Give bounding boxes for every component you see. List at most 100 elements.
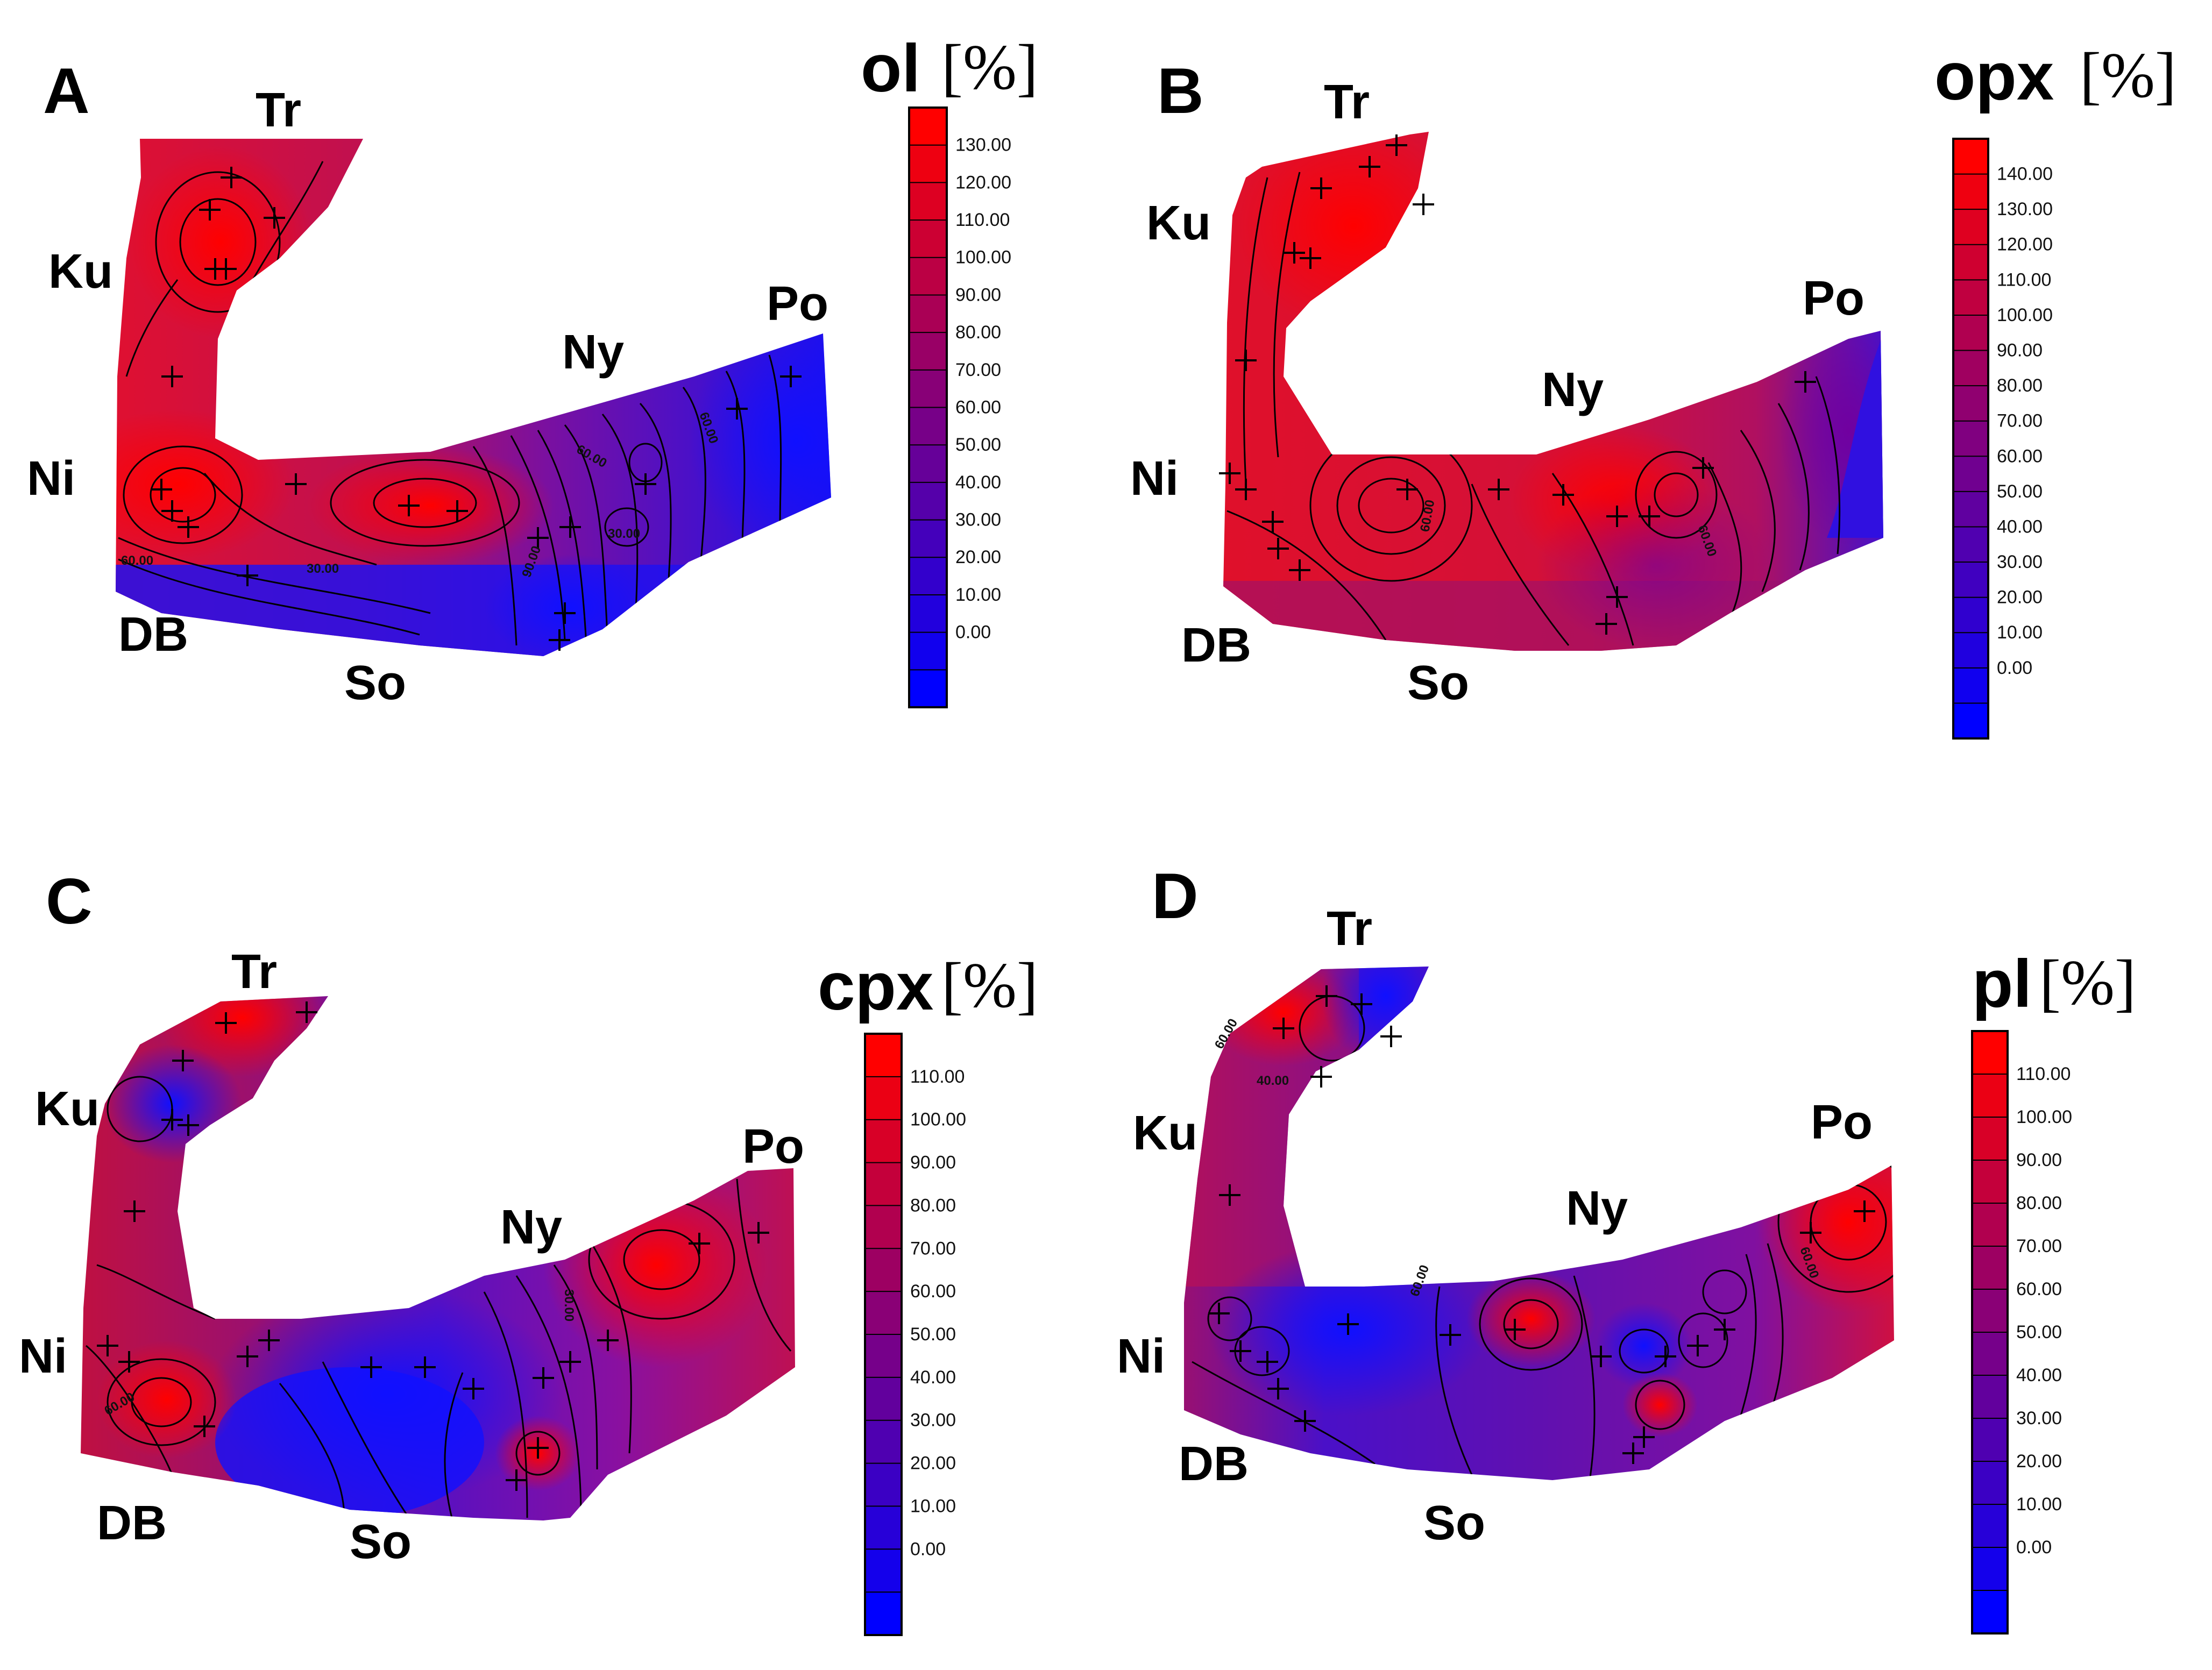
colorbar-tick-label: 120.00 — [955, 172, 1011, 193]
colorbar-swatch — [865, 1506, 902, 1550]
colorbar-swatch — [909, 257, 947, 295]
site-ni: Ni — [19, 1330, 67, 1383]
colorbar-swatch — [1972, 1203, 2008, 1247]
site-tr: Tr — [231, 945, 277, 999]
site-ku: Ku — [48, 245, 113, 299]
sample-points-b — [1219, 134, 1816, 635]
colorbar-tick-label: 60.00 — [1997, 446, 2043, 466]
colorbar-tick-label: 100.00 — [955, 247, 1011, 268]
colorbar-tick-label: 50.00 — [2016, 1322, 2062, 1342]
colorbar-swatch — [909, 332, 947, 371]
panel-label-d: D — [1152, 860, 1199, 932]
colorbar-swatch — [1953, 139, 1988, 175]
colorbar-tick-label: 0.00 — [2016, 1537, 2052, 1558]
site-so: So — [1423, 1496, 1485, 1550]
colorbar-swatch — [1953, 703, 1988, 739]
map-a — [116, 139, 831, 656]
colorbar-swatch — [909, 145, 947, 183]
site-ny: Ny — [1566, 1182, 1628, 1235]
panel-a: 60.00 30.00 60.00 60.00 90.00 30.00 A Tr… — [0, 0, 1106, 835]
site-so: So — [344, 656, 406, 710]
colorbar-swatch — [1953, 350, 1988, 386]
colorbar-swatch — [1972, 1418, 2008, 1462]
colorbar-tick-label: 70.00 — [1997, 411, 2043, 431]
colorbar-swatch — [1972, 1074, 2008, 1118]
map-d — [1184, 967, 1894, 1480]
colorbar-tick-label: 120.00 — [1997, 234, 2053, 255]
colorbar-swatch — [865, 1420, 902, 1464]
colorbar-a: 130.00 120.00 110.00 100.00 90.00 80.00 70.00 6… — [908, 106, 1011, 708]
colorbar-swatch — [1972, 1117, 2008, 1161]
colorbar-tick-label: 30.00 — [955, 510, 1001, 530]
colorbar-tick-label: 0.00 — [955, 622, 991, 643]
unit-label-d: [%] — [2039, 947, 2136, 1018]
contour-label: 30.00 — [307, 562, 339, 576]
colorbar-tick-label: 50.00 — [955, 435, 1001, 455]
colorbar-swatch — [909, 369, 947, 408]
colorbar-tick-label: 80.00 — [2016, 1193, 2062, 1213]
panel-c: 60.00 30.00 C Tr Ku Ni DB So Ny Po cpx [… — [0, 835, 1106, 1669]
colorbar-tick-label: 100.00 — [1997, 305, 2053, 325]
colorbar-swatch — [1953, 421, 1988, 457]
site-ny: Ny — [562, 325, 624, 379]
contour-label: 30.00 — [608, 527, 640, 541]
site-so: So — [350, 1515, 412, 1569]
colorbar-swatch — [865, 1119, 902, 1163]
site-po: Po — [1803, 272, 1864, 325]
colorbar-swatch — [1953, 174, 1988, 210]
sample-points-a — [151, 167, 802, 651]
colorbar-swatch — [1953, 456, 1988, 492]
colorbar-frame — [1971, 1030, 2009, 1635]
unit-label-c: [%] — [941, 949, 1038, 1021]
site-ny: Ny — [1542, 363, 1604, 417]
colorbar-tick-label: 60.00 — [955, 397, 1001, 417]
colorbar-tick-label: 10.00 — [955, 585, 1001, 605]
colorbar-tick-label: 100.00 — [910, 1110, 966, 1130]
colorbar-b: 140.00 130.00 120.00 110.00 100.00 90.00 80.00… — [1952, 138, 2053, 740]
colorbar-swatch — [865, 1076, 902, 1120]
site-so: So — [1407, 656, 1469, 710]
panel-b: 60.00 60.00 B Tr Ku Ni DB So Ny Po opx [… — [1106, 0, 2212, 835]
colorbar-tick-label: 110.00 — [910, 1067, 965, 1087]
site-db: DB — [118, 608, 188, 662]
colorbar-tick-label: 30.00 — [910, 1410, 956, 1431]
colorbar-swatch — [909, 520, 947, 558]
panel-label-a: A — [43, 55, 90, 127]
colorbar-tick-label: 140.00 — [1997, 164, 2053, 184]
colorbar-swatch — [909, 182, 947, 221]
colorbar-tick-label: 130.00 — [955, 135, 1011, 155]
panel-a-svg: 60.00 30.00 60.00 60.00 90.00 30.00 A Tr… — [27, 31, 1038, 710]
colorbar-swatch — [1953, 633, 1988, 669]
contour-label: 40.00 — [1257, 1074, 1289, 1088]
site-tr: Tr — [1327, 902, 1372, 956]
colorbar-swatch — [909, 220, 947, 258]
colorbar-tick-label: 0.00 — [1997, 658, 2032, 678]
sample-points-c — [97, 1001, 769, 1491]
colorbar-d: 110.00 100.00 90.00 80.00 70.00 60.00 50.00 40.… — [1971, 1030, 2072, 1635]
colorbar-swatch — [1972, 1031, 2008, 1075]
colorbar-tick-label: 90.00 — [955, 285, 1001, 305]
contour-label: 60.00 — [121, 553, 153, 568]
colorbar-swatch — [1953, 209, 1988, 245]
site-db: DB — [97, 1496, 167, 1550]
colorbar-swatch — [865, 1162, 902, 1206]
colorbar-swatch — [1953, 597, 1988, 633]
colorbar-tick-label: 0.00 — [910, 1539, 946, 1559]
colorbar-c: 110.00 100.00 90.00 80.00 70.00 60.00 50.00 40.… — [864, 1033, 966, 1636]
colorbar-swatch — [865, 1034, 902, 1077]
colorbar-swatch — [1953, 527, 1988, 563]
colorbar-tick-label: 10.00 — [910, 1496, 956, 1516]
colorbar-frame — [1952, 138, 1989, 740]
colorbar-tick-label: 30.00 — [2016, 1408, 2062, 1429]
colorbar-swatch — [1953, 280, 1988, 316]
colorbar-swatch — [909, 407, 947, 445]
site-tr: Tr — [1324, 75, 1370, 129]
colorbar-tick-label: 30.00 — [1997, 552, 2043, 572]
colorbar-swatch — [909, 557, 947, 595]
colorbar-tick-label: 70.00 — [910, 1238, 956, 1259]
panel-label-b: B — [1157, 55, 1204, 127]
colorbar-swatch — [865, 1248, 902, 1292]
colorbar-swatch — [1953, 562, 1988, 598]
colorbar-swatch — [1972, 1590, 2008, 1634]
panel-c-svg: 60.00 30.00 C Tr Ku Ni DB So Ny Po cpx [… — [19, 865, 1038, 1636]
